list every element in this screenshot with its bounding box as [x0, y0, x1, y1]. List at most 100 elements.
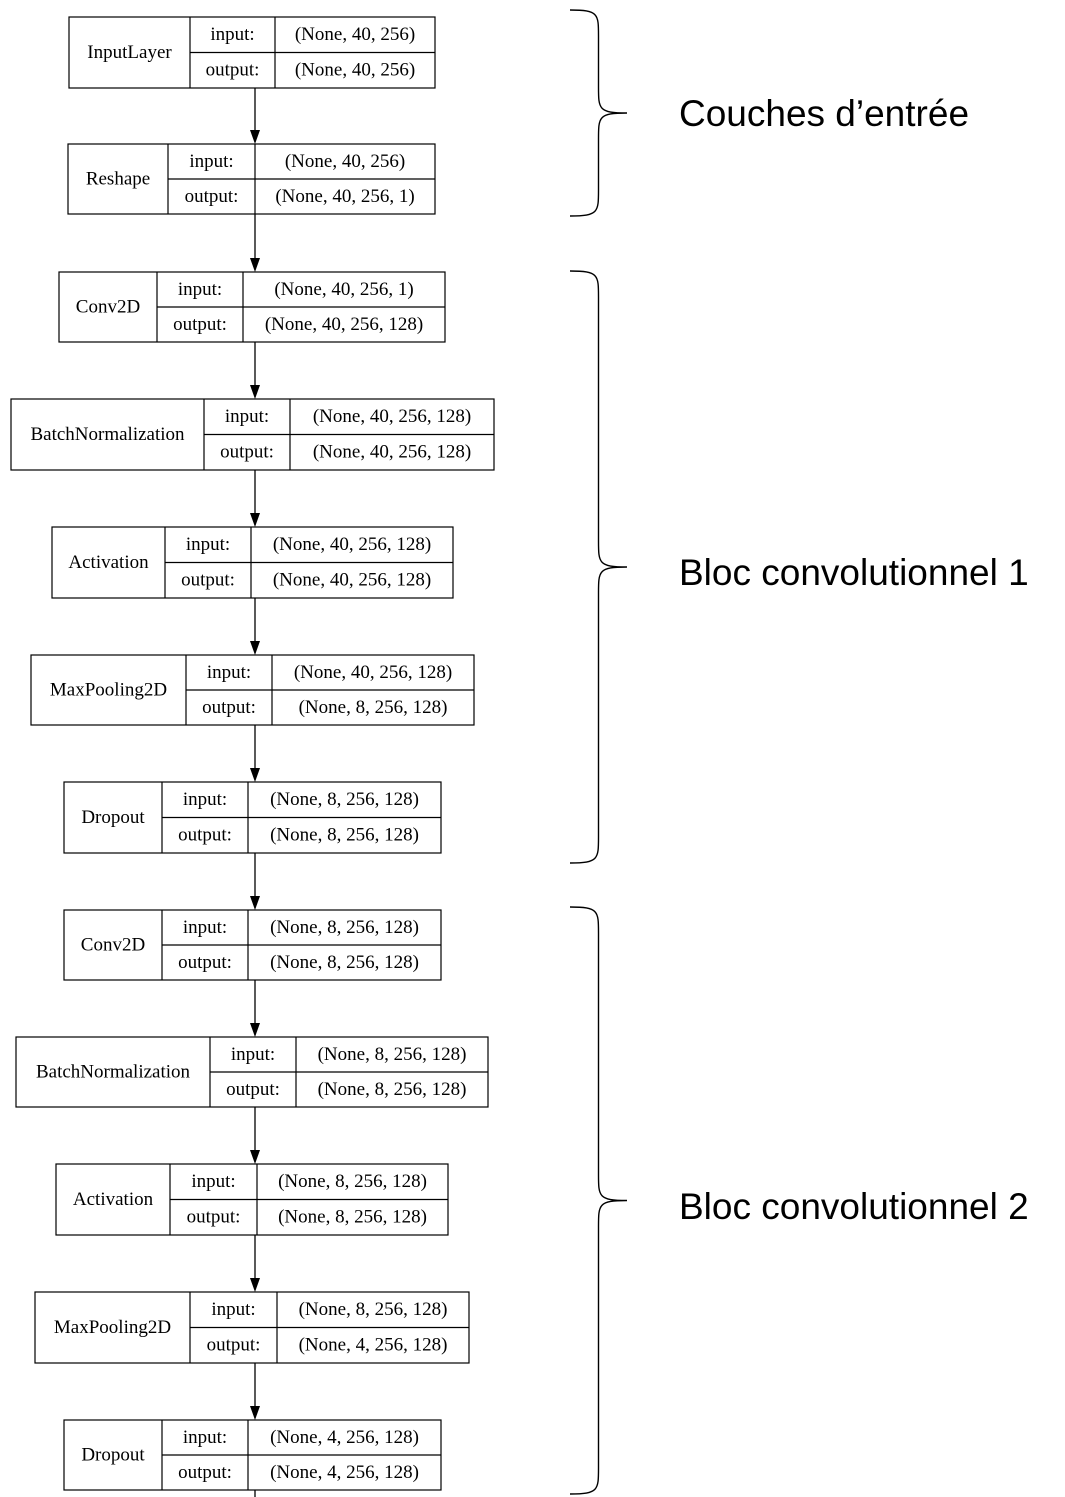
input-label: input:	[183, 1427, 227, 1448]
output-shape: (None, 8, 256, 128)	[299, 697, 448, 718]
layer-name: Dropout	[81, 1444, 145, 1465]
layer-name: Activation	[73, 1189, 154, 1210]
output-shape: (None, 8, 256, 128)	[278, 1207, 427, 1228]
group-label: Bloc convolutionnel 2	[679, 1186, 1029, 1227]
layer-name: InputLayer	[87, 42, 172, 63]
edge-arrow	[250, 1107, 260, 1164]
layer-node-batchnorm-1: BatchNormalization input: output: (None, 40…	[10, 398, 495, 471]
layer-nodes: InputLayer input: output: (None, 40, 256) (N…	[10, 16, 495, 1491]
arrowhead-icon	[250, 896, 260, 910]
input-shape: (None, 8, 256, 128)	[299, 1299, 448, 1320]
arrowhead-icon	[250, 1023, 260, 1037]
input-shape: (None, 40, 256, 128)	[313, 406, 471, 427]
layer-name: Activation	[68, 552, 149, 573]
edges	[250, 88, 260, 1497]
layer-node-activation-2: Activation input: output: (None, 8, 256, 12…	[55, 1163, 449, 1236]
group-conv-block-2: Bloc convolutionnel 2	[569, 906, 1029, 1495]
layer-node-conv2d-2: Conv2D input: output: (None, 8, 256, 128) (N…	[63, 909, 442, 981]
output-label: output:	[173, 314, 227, 335]
output-shape: (None, 40, 256)	[295, 60, 415, 81]
output-label: output:	[220, 442, 274, 463]
input-shape: (None, 40, 256, 128)	[273, 534, 431, 555]
arrowhead-icon	[250, 768, 260, 782]
input-label: input:	[183, 917, 227, 938]
edge-arrow	[250, 88, 260, 144]
group-input-layers: Couches d’entrée	[569, 9, 969, 217]
layer-name: Conv2D	[76, 296, 140, 317]
output-shape: (None, 8, 256, 128)	[270, 825, 419, 846]
input-shape: (None, 8, 256, 128)	[278, 1171, 427, 1192]
input-shape: (None, 40, 256, 128)	[294, 662, 452, 683]
layer-name: BatchNormalization	[36, 1061, 191, 1082]
output-shape: (None, 40, 256, 1)	[275, 186, 414, 207]
arrowhead-icon	[250, 258, 260, 272]
input-label: input:	[225, 406, 269, 427]
layer-name: MaxPooling2D	[50, 679, 167, 700]
curly-brace-icon	[569, 9, 628, 217]
input-label: input:	[231, 1044, 275, 1065]
input-label: input:	[191, 1171, 235, 1192]
output-shape: (None, 4, 256, 128)	[270, 1462, 419, 1483]
output-shape: (None, 4, 256, 128)	[299, 1335, 448, 1356]
input-shape: (None, 8, 256, 128)	[318, 1044, 467, 1065]
edge-arrow	[250, 1235, 260, 1292]
input-shape: (None, 8, 256, 128)	[270, 789, 419, 810]
group-braces: Couches d’entrée Bloc convolutionnel 1 Blo…	[569, 9, 1029, 1495]
input-shape: (None, 40, 256, 1)	[274, 279, 413, 300]
input-label: input:	[189, 151, 233, 172]
layer-node-dropout-1: Dropout input: output: (None, 8, 256, 128) (…	[63, 781, 442, 854]
layer-node-input-layer: InputLayer input: output: (None, 40, 256) (N…	[68, 16, 436, 89]
edge-arrow	[250, 1363, 260, 1420]
input-label: input:	[178, 279, 222, 300]
output-shape: (None, 40, 256, 128)	[265, 314, 423, 335]
layer-node-activation-1: Activation input: output: (None, 40, 256, 1…	[51, 526, 454, 599]
input-shape: (None, 40, 256)	[295, 24, 415, 45]
output-shape: (None, 40, 256, 128)	[313, 442, 471, 463]
edge-arrow	[250, 598, 260, 655]
output-shape: (None, 8, 256, 128)	[270, 952, 419, 973]
layer-node-conv2d-1: Conv2D input: output: (None, 40, 256, 1) (No…	[58, 271, 446, 343]
arrowhead-icon	[250, 1406, 260, 1420]
edge-arrow	[250, 214, 260, 272]
arrowhead-icon	[250, 1150, 260, 1164]
arrowhead-icon	[250, 385, 260, 399]
layer-name: MaxPooling2D	[54, 1317, 171, 1338]
output-label: output:	[185, 186, 239, 207]
layer-node-reshape: Reshape input: output: (None, 40, 256) (None…	[67, 143, 436, 215]
output-shape: (None, 40, 256, 128)	[273, 570, 431, 591]
layer-name: Conv2D	[81, 934, 145, 955]
input-label: input:	[207, 662, 251, 683]
edge-arrow	[250, 853, 260, 910]
curly-brace-icon	[569, 270, 628, 864]
input-shape: (None, 4, 256, 128)	[270, 1427, 419, 1448]
input-shape: (None, 40, 256)	[285, 151, 405, 172]
output-label: output:	[178, 1462, 232, 1483]
layer-node-batchnorm-2: BatchNormalization input: output: (None, 8,…	[15, 1036, 489, 1108]
group-label: Bloc convolutionnel 1	[679, 552, 1029, 593]
input-label: input:	[186, 534, 230, 555]
group-conv-block-1: Bloc convolutionnel 1	[569, 270, 1029, 864]
input-label: input:	[183, 789, 227, 810]
layer-name: Reshape	[86, 168, 150, 189]
edge-arrow	[250, 470, 260, 527]
output-shape: (None, 8, 256, 128)	[318, 1079, 467, 1100]
curly-brace-icon	[569, 906, 628, 1495]
output-label: output:	[206, 60, 260, 81]
layer-name: BatchNormalization	[30, 424, 185, 445]
edge-arrow	[250, 342, 260, 399]
input-label: input:	[211, 1299, 255, 1320]
layer-node-maxpool-1: MaxPooling2D input: output: (None, 40, 256,…	[30, 654, 475, 726]
output-label: output:	[187, 1207, 241, 1228]
edge-arrow	[250, 725, 260, 782]
input-label: input:	[210, 24, 254, 45]
output-label: output:	[178, 952, 232, 973]
arrowhead-icon	[250, 1278, 260, 1292]
output-label: output:	[226, 1079, 280, 1100]
output-label: output:	[207, 1335, 261, 1356]
arrowhead-icon	[250, 130, 260, 144]
edge-arrow	[250, 980, 260, 1037]
arrowhead-icon	[250, 641, 260, 655]
group-label: Couches d’entrée	[679, 93, 969, 134]
output-label: output:	[178, 825, 232, 846]
